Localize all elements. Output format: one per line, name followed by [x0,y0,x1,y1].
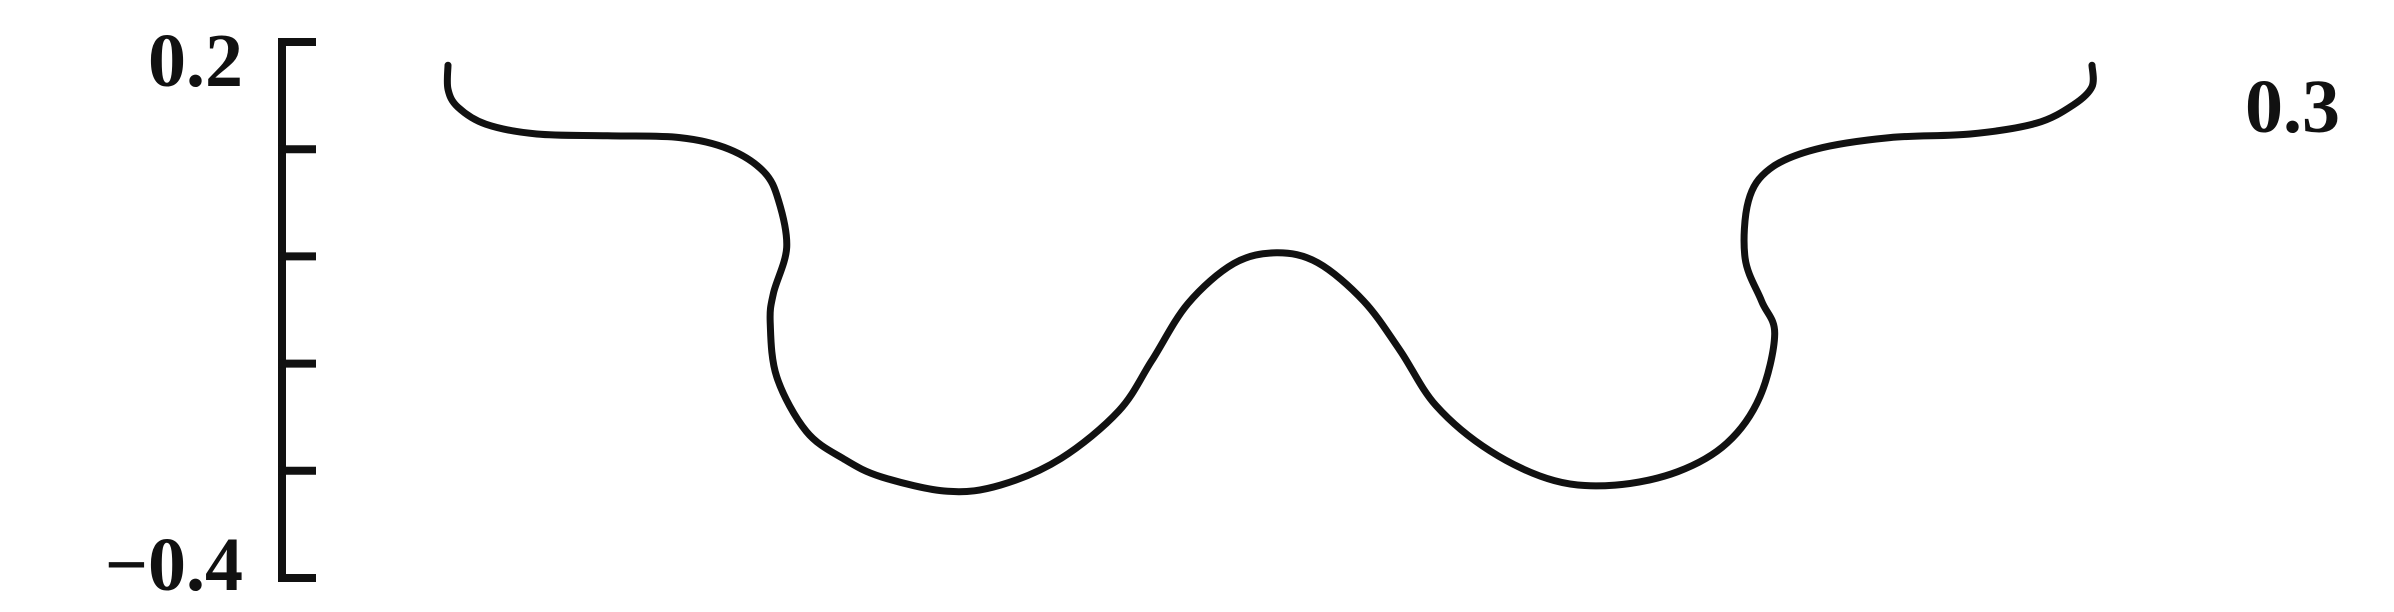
minor-ticks [278,145,316,475]
series-line [443,61,2097,496]
side-label: 0.3 [2245,65,2340,149]
y-tick-label-top: 0.2 [148,19,243,103]
y-tick-label-bottom: −0.4 [105,523,243,607]
